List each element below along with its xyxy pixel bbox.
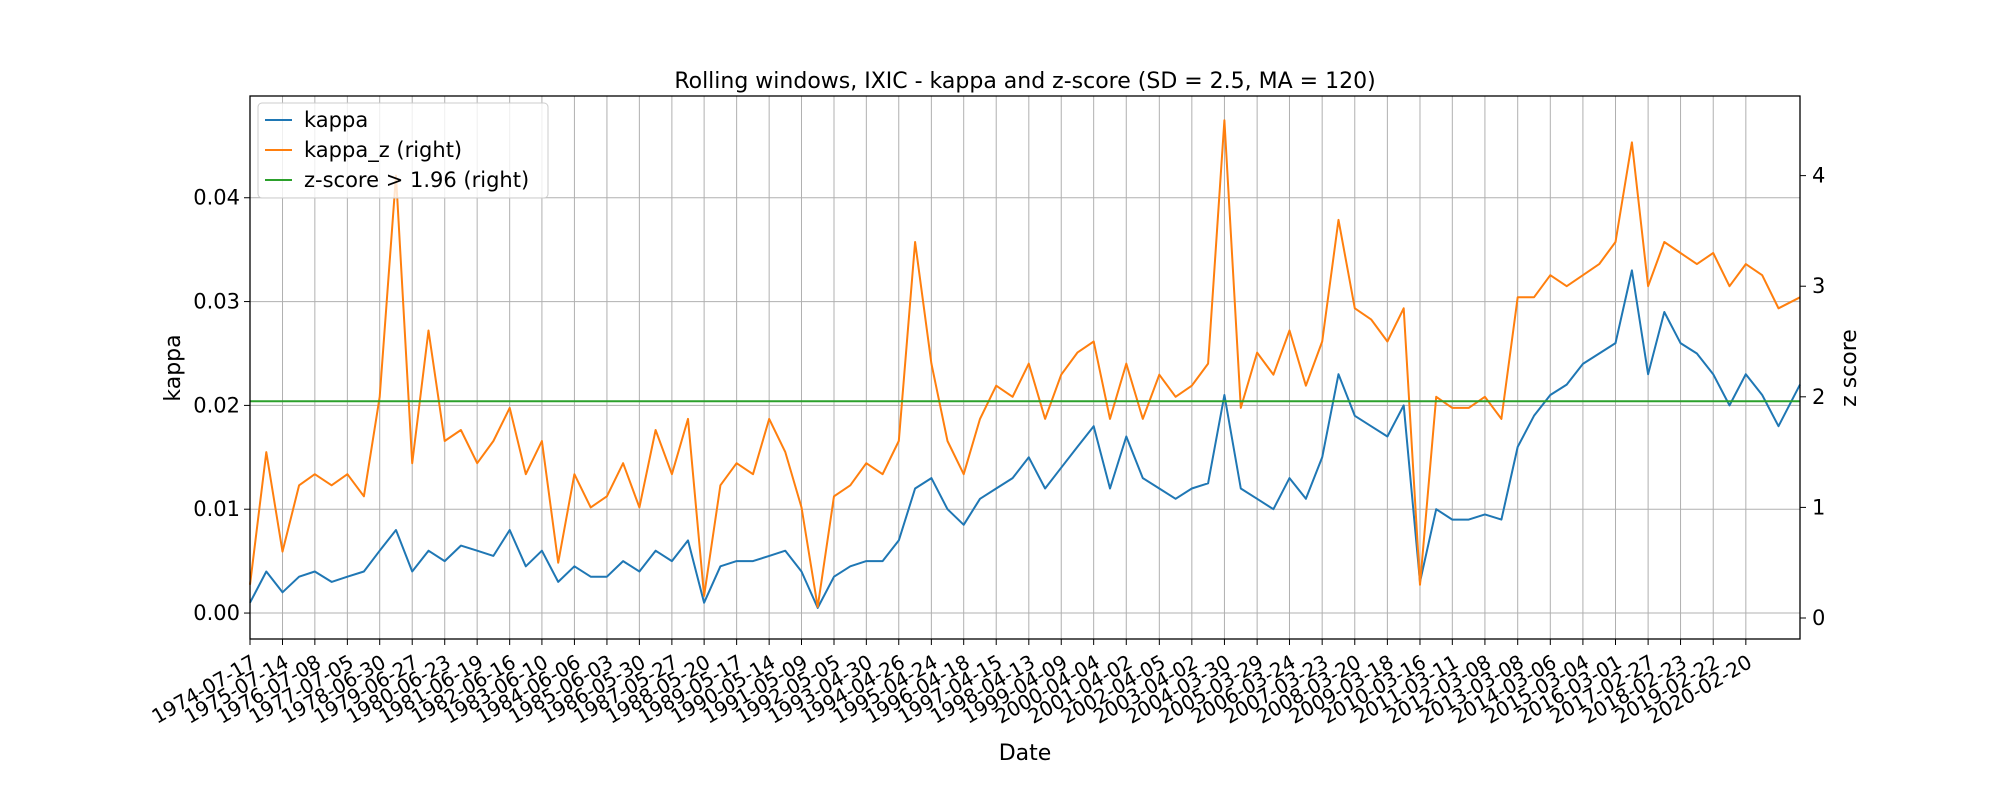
- y-tick-label-left: 0.03: [193, 290, 240, 314]
- chart-legend: kappa kappa_z (right) z-score > 1.96 (righ…: [257, 102, 549, 199]
- plot-frame: [249, 95, 1801, 640]
- left-y-axis: 0.00 0.01 0.02 0.03 0.04: [193, 186, 250, 625]
- series-line-kappa: [249, 269, 1801, 609]
- chart-title: Rolling windows, IXIC - kappa and z-scor…: [674, 69, 1375, 94]
- y-tick-label-left: 0.01: [193, 497, 240, 521]
- y-axis-label-right: z score: [1837, 329, 1862, 407]
- y-tick-label-left: 0.02: [193, 393, 240, 417]
- y-tick-label-right: 4: [1812, 164, 1825, 188]
- series-line-kappa_z: [249, 119, 1801, 608]
- y-tick-label-right: 3: [1812, 274, 1825, 298]
- series-lines: [249, 119, 1801, 609]
- y-axis-label-left: kappa: [161, 334, 186, 401]
- legend-label: z-score > 1.96 (right): [304, 168, 529, 192]
- y-tick-label-right: 0: [1812, 606, 1825, 630]
- legend-label: kappa_z (right): [304, 138, 462, 163]
- y-tick-label-left: 0.00: [193, 601, 240, 625]
- x-axis-label: Date: [999, 741, 1052, 766]
- legend-label: kappa: [304, 108, 368, 132]
- right-y-axis: 0 1 2 3 4: [1800, 164, 1825, 630]
- legend-box: [257, 102, 549, 199]
- y-tick-label-left: 0.04: [193, 186, 240, 210]
- y-tick-label-right: 1: [1812, 495, 1825, 519]
- y-tick-label-right: 2: [1812, 385, 1825, 409]
- x-axis: 1974-07-171975-07-141976-07-081977-07-05…: [147, 639, 1756, 729]
